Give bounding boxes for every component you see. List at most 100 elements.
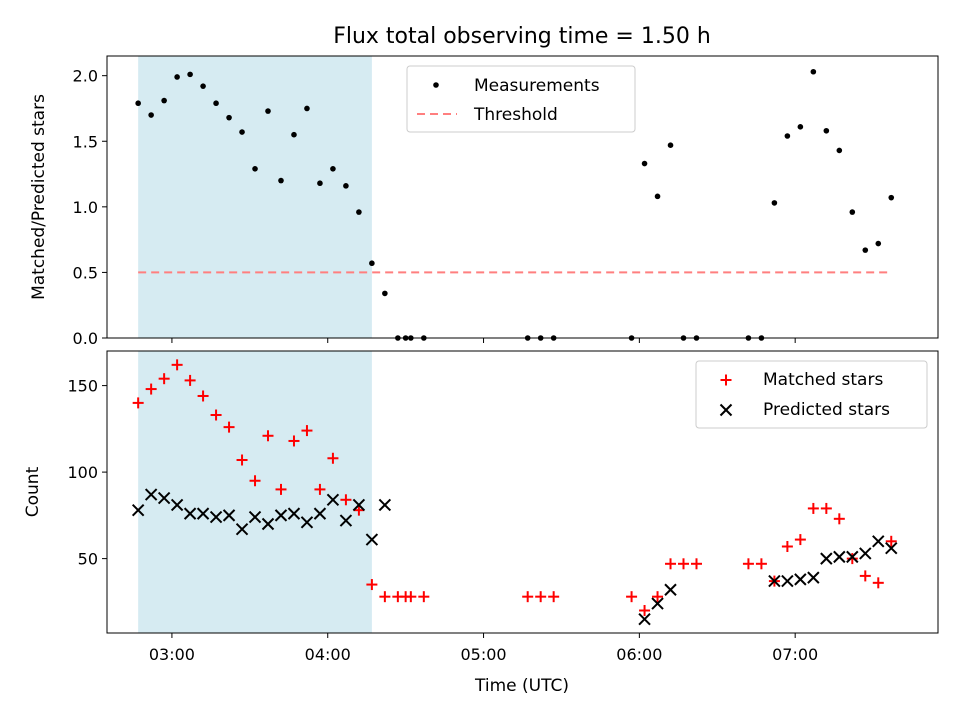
measurement-point-12 [291, 131, 297, 138]
measurement-point-37 [797, 124, 804, 130]
predicted-point-20 [638, 612, 651, 626]
measurement-point-18 [369, 260, 375, 267]
x-axis-label: Time (UTC) [474, 676, 569, 696]
predicted-point-27 [820, 552, 833, 565]
measurement-point-14 [317, 180, 323, 187]
measurement-point-35 [771, 200, 778, 206]
bottom-xtick-label-0: 03:00 [149, 645, 195, 664]
bottom-panel: 50 100 150 03:00 04:00 05:00 06:00 07:00 Count… [23, 350, 939, 696]
matched-point-44 [885, 535, 897, 547]
bottom-ytick-label-2: 150 [67, 377, 98, 396]
matched-point-43 [872, 577, 884, 589]
matched-point-15 [327, 452, 339, 464]
matched-point-32 [690, 558, 702, 570]
matched-point-23 [418, 591, 430, 603]
matched-point-34 [755, 558, 767, 570]
predicted-point-24 [781, 574, 794, 588]
predicted-point-5 [196, 507, 210, 520]
measurement-point-17 [356, 209, 362, 215]
legend-threshold-label: Threshold [473, 105, 558, 125]
bottom-legend-box [695, 360, 928, 429]
top-axes-frame [106, 55, 939, 339]
predicted-point-32 [885, 542, 898, 555]
matched-point-25 [535, 591, 547, 603]
matched-point-33 [742, 558, 754, 570]
predicted-point-4 [183, 507, 197, 520]
predicted-point-15 [326, 493, 340, 506]
predicted-point-19 [378, 498, 392, 512]
legend-predicted-marker [719, 403, 733, 417]
predicted-point-16 [339, 514, 353, 527]
measurement-point-8 [239, 129, 245, 135]
legend-measurements-marker [433, 82, 439, 88]
matched-point-14 [314, 483, 326, 495]
predicted-stars-series [131, 488, 898, 626]
predicted-point-1 [144, 488, 158, 501]
measurement-point-6 [213, 100, 219, 107]
bottom-y-ticks: 50 100 150 [67, 377, 107, 569]
matched-point-7 [223, 421, 235, 433]
measurement-point-43 [875, 240, 882, 247]
matched-point-17 [353, 504, 365, 516]
predicted-point-22 [664, 583, 677, 596]
top-ytick-label-3: 1.5 [73, 132, 98, 151]
matched-point-37 [794, 534, 806, 546]
predicted-point-7 [222, 509, 236, 522]
predicted-point-26 [807, 571, 820, 584]
predicted-point-17 [352, 498, 366, 512]
legend-matched-marker [720, 374, 732, 386]
legend-measurements-label: Measurements [474, 76, 600, 96]
predicted-point-2 [157, 491, 171, 505]
bottom-ytick-label-1: 100 [67, 463, 98, 482]
measurement-point-7 [226, 114, 232, 121]
measurements-series [135, 68, 895, 341]
top-x-ticks [171, 338, 796, 343]
legend-plus-glyph [720, 374, 732, 386]
matched-point-13 [301, 425, 313, 437]
bottom-shaded-interval [138, 351, 372, 633]
matched-point-1 [145, 383, 157, 395]
predicted-point-31 [872, 535, 885, 548]
predicted-point-28 [833, 550, 846, 564]
top-y-axis-label: Matched/Predicted stars [29, 94, 49, 300]
bottom-xtick-label-4: 07:00 [772, 645, 818, 664]
matched-point-31 [678, 558, 690, 570]
predicted-point-6 [209, 510, 223, 524]
predicted-point-8 [235, 522, 249, 536]
matched-point-19 [379, 591, 391, 603]
top-ytick-label-4: 2.0 [73, 67, 98, 86]
matched-point-28 [639, 605, 651, 617]
measurement-point-9 [252, 166, 258, 172]
predicted-point-14 [313, 507, 327, 520]
matched-point-24 [522, 591, 534, 603]
predicted-point-9 [248, 510, 262, 524]
matched-point-36 [781, 540, 793, 552]
measurement-point-0 [135, 100, 141, 107]
measurement-point-1 [148, 112, 154, 118]
bottom-legend: Matched stars Predicted stars [695, 360, 928, 429]
matched-point-22 [405, 591, 417, 603]
matched-point-16 [340, 494, 352, 506]
matched-point-4 [184, 374, 196, 386]
measurement-point-3 [174, 74, 180, 80]
predicted-point-0 [131, 503, 145, 517]
legend-predicted-label: Predicted stars [763, 400, 890, 420]
measurement-point-2 [161, 97, 167, 104]
bottom-xtick-label-3: 06:00 [616, 645, 662, 664]
predicted-point-29 [846, 550, 859, 564]
measurement-point-44 [888, 194, 895, 201]
matched-point-27 [626, 591, 638, 603]
matched-point-12 [288, 435, 300, 447]
measurement-point-15 [330, 166, 336, 172]
bottom-ytick-label-0: 50 [78, 550, 98, 569]
top-shaded-interval [138, 56, 372, 338]
matched-point-0 [132, 397, 144, 409]
chart-title: Flux total observing time = 1.50 h [333, 24, 711, 49]
top-legend-box [406, 65, 636, 133]
predicted-point-13 [300, 516, 314, 529]
top-legend: Measurements Threshold [406, 65, 636, 133]
matched-point-2 [158, 373, 170, 385]
predicted-point-12 [287, 507, 301, 520]
measurement-point-28 [641, 160, 648, 167]
